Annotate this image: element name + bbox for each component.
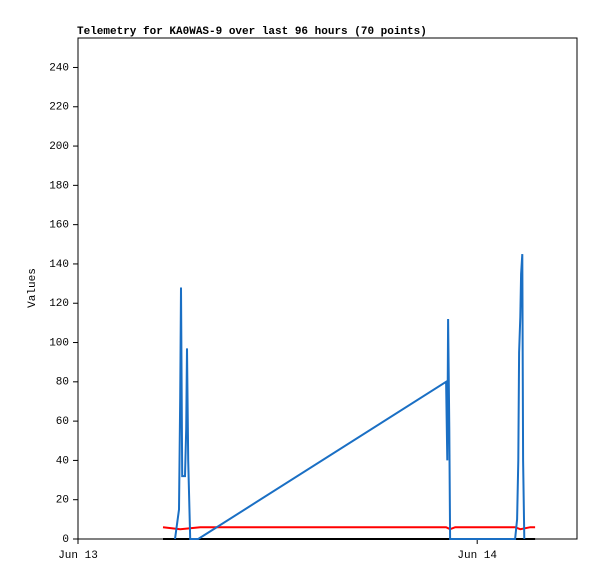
y-tick-label: 20 (56, 495, 69, 507)
y-tick-label: 0 (62, 534, 69, 546)
chart-title: Telemetry for KA0WAS-9 over last 96 hour… (77, 26, 427, 38)
series-line (162, 526, 536, 531)
y-tick-label: 100 (49, 337, 69, 349)
y-tick-label: 140 (49, 259, 69, 271)
y-tick-label: 160 (49, 220, 69, 232)
series-line (174, 254, 526, 540)
x-tick-label: Jun 13 (58, 550, 98, 562)
y-tick-label: 200 (49, 141, 69, 153)
y-tick-label: 60 (56, 416, 69, 428)
y-tick-label: 240 (49, 62, 69, 74)
y-tick-label: 40 (56, 455, 69, 467)
y-tick-label: 80 (56, 377, 69, 389)
y-tick-label: 180 (49, 180, 69, 192)
y-tick-label: 220 (49, 102, 69, 114)
y-tick-label: 120 (49, 298, 69, 310)
x-tick-label: Jun 14 (457, 550, 497, 562)
plot-frame (77, 37, 578, 540)
y-axis-label: Values (27, 268, 39, 308)
